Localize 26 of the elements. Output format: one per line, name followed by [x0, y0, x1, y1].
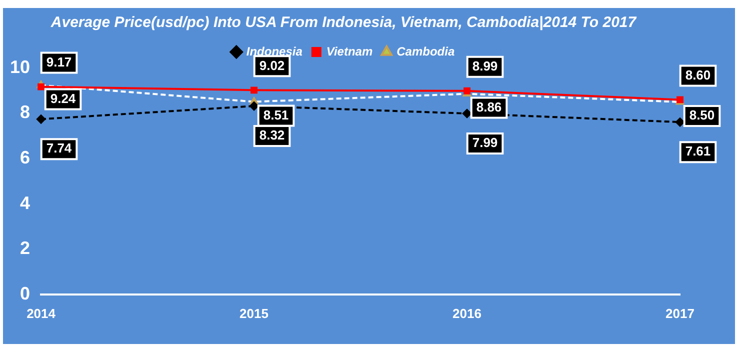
data-label: 8.86 — [476, 99, 502, 114]
x-tick-label: 2016 — [452, 306, 482, 321]
y-tick-label: 6 — [20, 148, 30, 168]
y-tick-label: 10 — [10, 56, 30, 77]
data-label: 7.99 — [472, 135, 498, 150]
data-label: 8.99 — [472, 58, 498, 74]
x-tick-label: 2015 — [240, 306, 268, 321]
data-label: 7.74 — [46, 140, 72, 156]
legend-label: Indonesia — [246, 44, 303, 58]
data-label: 9.17 — [46, 54, 72, 70]
data-label: 8.51 — [263, 107, 289, 122]
x-tick-label: 2014 — [26, 306, 56, 321]
data-label: 8.60 — [685, 67, 711, 82]
y-tick-label: 4 — [20, 192, 30, 213]
data-label: 8.32 — [259, 128, 285, 143]
data-label: 7.61 — [685, 144, 711, 159]
data-label: 8.50 — [689, 108, 715, 123]
legend-label: Cambodia — [396, 44, 455, 58]
data-label: 9.02 — [259, 58, 285, 73]
y-tick-label: 2 — [20, 238, 30, 258]
legend-label: Vietnam — [326, 44, 373, 58]
y-tick-label: 8 — [20, 102, 30, 122]
chart-title: Average Price(usd/pc) Into USA From Indonesia, Vietnam, Cambodia|2014 To 2017 — [50, 14, 637, 32]
x-tick-label: 2017 — [666, 306, 694, 321]
data-label: 9.24 — [50, 90, 76, 106]
y-tick-label: 0 — [20, 283, 30, 304]
